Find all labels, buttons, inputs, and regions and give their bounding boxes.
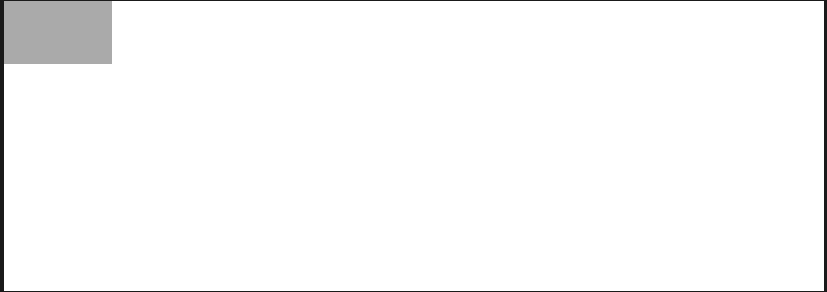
Text: b): b) xyxy=(23,229,62,249)
Text: Let X₁, … , Xₙ. be a random sample from N(μ, σ²) distribution.: Let X₁, … , Xₙ. be a random sample from … xyxy=(145,20,721,39)
Text: a): a) xyxy=(23,181,61,201)
Text: μ is known: μ is known xyxy=(58,181,184,201)
Text: In each case ( a) and b) ) use Tables to find the values for quantiles: In each case ( a) and b) ) use Tables to… xyxy=(23,270,650,288)
Text: μ is unknown.: μ is unknown. xyxy=(58,229,222,249)
Text: Derive an exact (1 − α) 100% confidence interval for σ²  (start with: Derive an exact (1 − α) 100% confidence … xyxy=(23,79,651,97)
Text: specifying a pivot random variable) when: specifying a pivot random variable) when xyxy=(23,130,409,148)
